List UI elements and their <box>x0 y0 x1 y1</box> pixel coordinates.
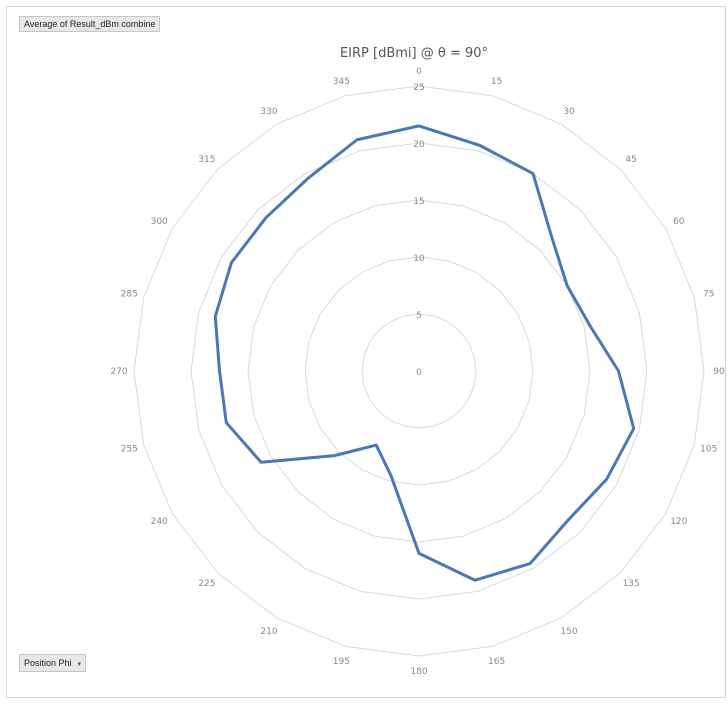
radial-tick-label: 5 <box>416 311 422 321</box>
value-field-label: Average of Result_dBm combine <box>24 19 156 29</box>
radial-tick-label: 20 <box>413 140 425 150</box>
axis-field-filter-button[interactable]: Position Phi ▾ <box>19 654 87 672</box>
phi-angle-label: 195 <box>333 657 350 667</box>
phi-angle-label: 270 <box>110 367 127 377</box>
phi-angle-label: 315 <box>198 155 215 165</box>
phi-angle-label: 255 <box>121 445 138 455</box>
phi-angle-label: 30 <box>563 107 575 117</box>
grid-ring-5 <box>361 313 477 429</box>
phi-angle-label: 45 <box>625 155 636 165</box>
phi-angle-label: 165 <box>488 657 505 667</box>
phi-angle-label: 300 <box>151 217 168 227</box>
value-field-button[interactable]: Average of Result_dBm combine <box>19 16 161 32</box>
phi-angle-label: 210 <box>260 627 277 637</box>
radial-tick-label: 15 <box>413 197 424 207</box>
phi-angle-label: 240 <box>151 517 168 527</box>
phi-angle-label: 225 <box>198 579 215 589</box>
phi-angle-label: 15 <box>491 77 502 87</box>
phi-angle-label: 120 <box>670 517 687 527</box>
radar-chart: 0153045607590105120135150165180195210225… <box>110 46 725 677</box>
grid-ring-20 <box>190 142 648 600</box>
chevron-down-icon: ▾ <box>77 661 82 668</box>
chart-title: EIRP [dBmi] @ θ = 90° <box>340 46 488 61</box>
series-layer <box>213 124 636 582</box>
phi-angle-label: 135 <box>623 579 640 589</box>
phi-angle-label: 75 <box>703 289 714 299</box>
phi-angle-label: 0 <box>416 67 422 77</box>
radial-tick-labels: 0 5 10 15 20 25 <box>413 83 425 378</box>
axis-field-label: Position Phi <box>24 658 72 668</box>
phi-angle-label: 90 <box>713 367 725 377</box>
phi-angle-labels: 0153045607590105120135150165180195210225… <box>110 67 725 677</box>
grid-ring-25 <box>133 85 705 657</box>
grid-ring-10 <box>304 256 534 486</box>
phi-angle-label: 285 <box>121 289 138 299</box>
phi-angle-label: 345 <box>333 77 350 87</box>
phi-angle-label: 60 <box>673 217 685 227</box>
phi-angle-label: 180 <box>410 667 427 677</box>
phi-angle-label: 330 <box>260 107 277 117</box>
phi-angle-label: 105 <box>700 445 717 455</box>
radial-tick-label: 10 <box>413 254 425 264</box>
radial-tick-label: 0 <box>416 368 422 378</box>
radial-tick-label: 25 <box>413 83 424 93</box>
chart-frame: 0 15 30 45 60 75 90 105 120 135 150 165 180 195 210 225… <box>6 6 726 698</box>
phi-angle-label: 150 <box>560 627 577 637</box>
